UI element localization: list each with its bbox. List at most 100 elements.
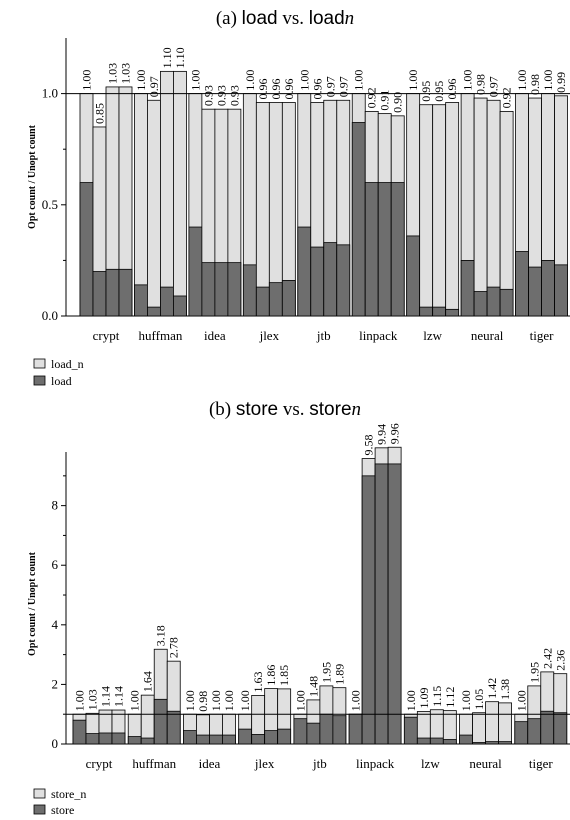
chart-0-bar-load: [406, 235, 421, 317]
chart-1-bar-store: [196, 734, 210, 745]
chart-0-data-label: 1.10: [173, 47, 187, 68]
chart-1-bar-store: [459, 734, 473, 745]
chart-1-data-label: 1.09: [417, 688, 431, 709]
chart-0-category-label: tiger: [530, 328, 554, 343]
legend-swatch-store: [33, 804, 46, 815]
chart-a-legend: load_n load: [33, 357, 84, 388]
chart-1-data-label: 1.15: [430, 686, 444, 707]
chart-1-bar-store: [251, 734, 266, 745]
chart-1-bar-store: [72, 719, 87, 745]
chart-0-data-label: 1.00: [352, 70, 366, 91]
chart-1-bar-store: [485, 741, 499, 745]
chart-1-bar-store: [222, 734, 236, 745]
chart-0-category-label: lzw: [423, 328, 442, 343]
chart-1-bar-store: [319, 713, 334, 745]
chart-1-data-label: 1.12: [443, 687, 457, 708]
chart-0-bar-load: [281, 280, 296, 317]
chart-0-bar-load_n: [255, 102, 270, 317]
chart-1-data-label: 3.18: [154, 625, 168, 646]
chart-0-bar-load_n: [445, 102, 460, 317]
chart-1-bar-store: [374, 463, 389, 745]
chart-1-bar-store: [403, 716, 418, 745]
chart-1-data-label: 2.78: [167, 637, 181, 658]
chart-0-data-label: 1.00: [188, 70, 202, 91]
chart-1-data-label: 1.00: [404, 690, 418, 711]
chart-1-bar-store: [332, 715, 347, 745]
chart-0-data-label: 0.90: [391, 92, 405, 113]
chart-1-bar-store: [540, 710, 555, 745]
chart-1-bar-store: [238, 728, 253, 745]
chart-0-bar-load: [92, 271, 107, 317]
chart-0-bar-load: [173, 295, 187, 317]
chart-0-bar-load: [432, 306, 447, 317]
chart-0-data-label: 1.00: [461, 70, 475, 91]
chart-1-data-label: 1.86: [264, 665, 278, 686]
chart-0-bar-load: [105, 268, 120, 317]
chart-1-bar-store: [442, 739, 457, 745]
chart-0-bar-load: [268, 282, 283, 317]
chart-0-data-label: 0.97: [487, 76, 501, 97]
chart-1-y-tick-label: 6: [52, 557, 59, 572]
legend-label-load-n: load_n: [51, 357, 84, 371]
chart-0-category-label: idea: [204, 328, 226, 343]
chart-0-data-label: 0.91: [378, 90, 392, 111]
chart-0-y-tick-label: 0.5: [42, 197, 58, 212]
chart-1-category-label: neural: [469, 756, 502, 771]
chart-0-data-label: 0.97: [147, 76, 161, 97]
chart-1-data-label: 1.00: [349, 690, 363, 711]
chart-b: (b) store vs. storen Opt count / Unopt c…: [27, 399, 570, 817]
chart-0-data-label: 1.00: [515, 70, 529, 91]
chart-0-category-label: linpack: [359, 328, 398, 343]
chart-1-data-label: 1.95: [319, 662, 333, 683]
chart-1-category-label: huffman: [132, 756, 176, 771]
chart-0-category-label: crypt: [93, 328, 120, 343]
chart-1-bar-store: [387, 463, 402, 745]
chart-1-data-label: 1.14: [112, 686, 126, 707]
chart-b-y-axis-label: Opt count / Unopt count: [27, 551, 38, 656]
legend-swatch-load: [33, 375, 46, 386]
chart-0-data-label: 0.95: [432, 81, 446, 102]
chart-0-bar-load_n: [486, 99, 501, 317]
chart-1-data-label: 1.05: [472, 689, 486, 710]
chart-1-bar-store_n: [140, 694, 155, 745]
chart-0-data-label: 0.96: [269, 78, 283, 99]
chart-1-bar-store: [264, 730, 279, 745]
chart-0-data-label: 0.92: [500, 87, 514, 108]
chart-0-bar-load_n: [147, 99, 161, 317]
chart-0-bar-load_n: [419, 104, 434, 317]
chart-1-bar-store: [85, 733, 100, 745]
chart-0-data-label: 0.92: [365, 87, 379, 108]
chart-1-bar-store: [514, 721, 529, 745]
chart-0-bar-load_n: [160, 70, 174, 317]
chart-0-data-label: 1.03: [106, 63, 120, 84]
chart-0-bar-load: [310, 246, 325, 317]
chart-0-data-label: 0.93: [214, 85, 228, 106]
chart-0-data-label: 0.99: [554, 72, 568, 93]
chart-1-bar-store: [127, 736, 142, 745]
chart-1-category-label: jtb: [312, 756, 327, 771]
chart-1-category-label: idea: [199, 756, 221, 771]
chart-1-bar-store: [166, 710, 181, 745]
chart-0-data-label: 1.00: [541, 70, 555, 91]
chart-0-data-label: 1.10: [160, 47, 174, 68]
chart-1-bar-store: [293, 718, 308, 745]
chart-a-title: (a) load vs. loadn: [216, 8, 354, 29]
chart-0-bar-load: [377, 182, 392, 317]
chart-1-bar-store: [553, 712, 568, 745]
chart-b-legend: store_n store: [33, 787, 86, 817]
chart-1-bar-store_n: [485, 701, 499, 745]
chart-0-category-label: huffman: [139, 328, 183, 343]
chart-0-bar-load: [515, 251, 529, 317]
chart-0-bar-load: [160, 286, 174, 317]
chart-0-bar-load: [227, 262, 242, 317]
chart-0-data-label: 0.96: [282, 78, 296, 99]
chart-1-data-label: 1.00: [73, 690, 87, 711]
chart-1-category-label: jlex: [254, 756, 275, 771]
chart-1-category-label: crypt: [86, 756, 113, 771]
chart-1-bar-store_n: [472, 712, 486, 745]
chart-1-bar-store: [111, 732, 126, 745]
chart-1-bar-store: [306, 722, 321, 745]
chart-1-data-label: 1.00: [128, 690, 142, 711]
